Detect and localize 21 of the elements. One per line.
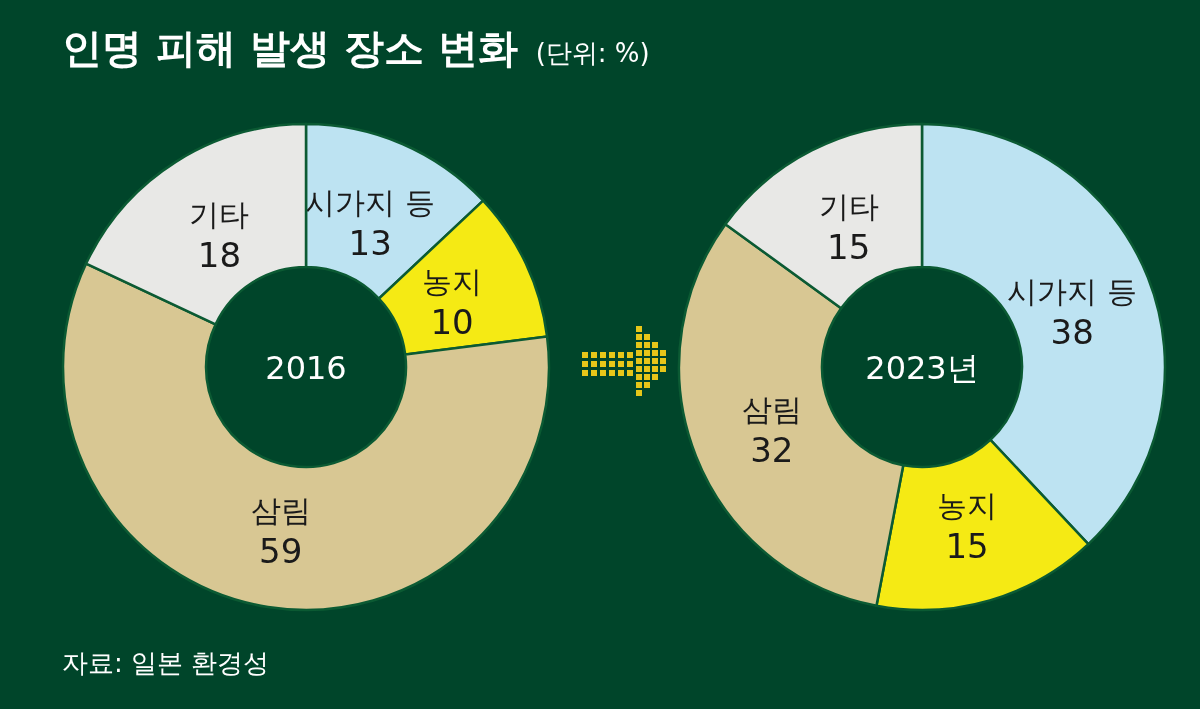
slice-label: 삼림 [250,492,311,528]
slice-label: 시가지 등 [1007,273,1137,309]
data-label: 38 [1050,311,1094,352]
slice-label: 기타 [818,189,879,225]
chart-subtitle: (단위: %) [535,38,650,68]
slice-label: 기타 [189,196,250,232]
slice-label: 농지 [422,264,483,300]
data-label: 18 [197,234,242,275]
data-label: 59 [259,530,303,571]
data-label: 32 [750,430,794,471]
data-label: 13 [348,222,392,263]
text: 2016 [265,349,347,387]
slice-label: 시가지 등 [305,184,435,220]
data-label: 15 [945,526,989,567]
text: 2023년 [865,349,979,387]
data-label: 10 [430,302,474,343]
slice-label: 삼림 [741,392,802,428]
text: 자료: 일본 환경성 [62,648,270,678]
chart-title: 인명 피해 발생 장소 변화 [62,25,518,71]
slice-label: 농지 [937,488,998,524]
data-label: 15 [827,227,871,268]
